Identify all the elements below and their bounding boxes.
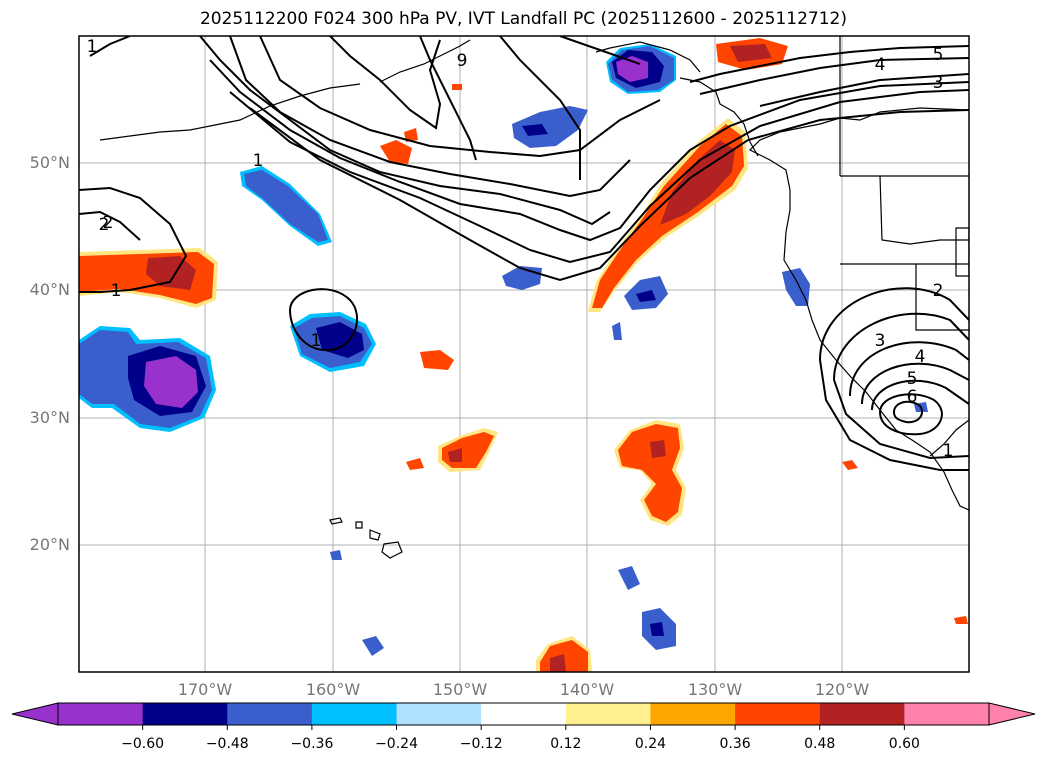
colorbar-tick-label: 0.48 bbox=[804, 736, 836, 752]
positive-anomaly-region bbox=[146, 256, 196, 290]
colorbar-segment bbox=[396, 703, 482, 725]
contour-label: 2 bbox=[103, 213, 114, 233]
colorbar-extend-low bbox=[11, 702, 59, 726]
colorbar-tick-label: 0.36 bbox=[719, 736, 751, 752]
positive-anomaly-region bbox=[650, 440, 666, 458]
longitude-label: 140°W bbox=[559, 680, 615, 699]
anomaly-fill-regions bbox=[79, 38, 968, 672]
positive-anomaly-region bbox=[420, 350, 454, 370]
positive-anomaly-region bbox=[730, 44, 772, 62]
colorbar-extend-high bbox=[988, 702, 1036, 726]
contour-label: 1 bbox=[943, 441, 954, 461]
colorbar-tick-label: −0.48 bbox=[205, 736, 249, 752]
longitude-label: 160°W bbox=[305, 680, 361, 699]
colorbar-segment bbox=[735, 703, 821, 725]
negative-anomaly-region bbox=[618, 566, 640, 590]
negative-anomaly-region bbox=[362, 636, 384, 656]
negative-anomaly-region bbox=[316, 322, 364, 358]
colorbar-segment bbox=[142, 703, 228, 725]
positive-anomaly-region bbox=[452, 84, 462, 90]
contour-label: 1 bbox=[111, 281, 122, 301]
colorbar-tick-label: −0.12 bbox=[459, 736, 503, 752]
colorbar-tick-label: −0.36 bbox=[290, 736, 334, 752]
colorbar-segment bbox=[227, 703, 313, 725]
contour-label: 5 bbox=[933, 45, 944, 65]
negative-anomaly-region bbox=[522, 124, 548, 136]
contour-label: 3 bbox=[875, 331, 886, 351]
contour-label: 6 bbox=[907, 387, 918, 407]
positive-anomaly-region bbox=[842, 460, 858, 470]
negative-anomaly-region bbox=[512, 106, 588, 148]
colorbar-segment bbox=[58, 703, 144, 725]
latitude-label: 30°N bbox=[29, 408, 70, 427]
colorbar-segment bbox=[650, 703, 736, 725]
colorbar-segment bbox=[311, 703, 398, 725]
negative-anomaly-region bbox=[616, 56, 648, 82]
contour-label: 4 bbox=[875, 55, 886, 75]
negative-anomaly-region bbox=[330, 550, 342, 560]
colorbar-segment bbox=[481, 703, 567, 725]
negative-anomaly-region bbox=[612, 322, 622, 340]
positive-anomaly-region bbox=[550, 654, 566, 672]
pv-contours bbox=[79, 36, 969, 471]
colorbar bbox=[11, 702, 1036, 730]
positive-anomaly-region bbox=[954, 616, 968, 624]
longitude-label: 130°W bbox=[687, 680, 743, 699]
colorbar-segment bbox=[819, 703, 905, 725]
colorbar-segment bbox=[565, 703, 651, 725]
colorbar-tick-label: −0.24 bbox=[375, 736, 418, 752]
contour-label: 2 bbox=[99, 215, 110, 235]
colorbar-tick-label: 0.12 bbox=[550, 736, 582, 752]
hawaii-islands bbox=[329, 517, 403, 559]
contour-label: 1 bbox=[253, 151, 264, 171]
map-title: 2025112200 F024 300 hPa PV, IVT Landfall… bbox=[199, 9, 847, 29]
latitude-label: 20°N bbox=[29, 535, 70, 554]
negative-anomaly-region bbox=[782, 268, 810, 306]
contour-label: 1 bbox=[311, 331, 322, 351]
latitude-label: 40°N bbox=[29, 280, 70, 299]
contour-label: 4 bbox=[915, 347, 926, 367]
positive-anomaly-region bbox=[404, 128, 418, 142]
colorbar-tick-label: 0.60 bbox=[888, 736, 920, 752]
positive-anomaly-region bbox=[618, 424, 682, 522]
positive-anomaly-region bbox=[406, 458, 424, 470]
latitude-label: 50°N bbox=[29, 153, 70, 172]
negative-anomaly-region bbox=[636, 290, 656, 302]
longitude-label: 120°W bbox=[814, 680, 870, 699]
contour-label: 5 bbox=[907, 369, 918, 389]
longitude-label: 150°W bbox=[432, 680, 488, 699]
colorbar-tick-label: −0.60 bbox=[121, 736, 165, 752]
contour-label: 3 bbox=[933, 73, 944, 93]
negative-anomaly-region bbox=[650, 622, 664, 636]
contour-label: 1 bbox=[87, 37, 98, 57]
negative-anomaly-region bbox=[244, 170, 328, 242]
negative-anomaly-region bbox=[144, 356, 198, 408]
colorbar-tick-label: 0.24 bbox=[634, 736, 667, 752]
map-frame bbox=[78, 35, 970, 673]
positive-anomaly-region bbox=[380, 140, 412, 164]
contour-label: 9 bbox=[457, 51, 468, 71]
positive-anomaly-region bbox=[442, 432, 494, 468]
longitude-label: 170°W bbox=[177, 680, 233, 699]
colorbar-segment bbox=[904, 703, 990, 725]
positive-anomaly-region bbox=[79, 252, 214, 304]
contour-label: 2 bbox=[933, 281, 944, 301]
positive-anomaly-region bbox=[448, 448, 462, 462]
